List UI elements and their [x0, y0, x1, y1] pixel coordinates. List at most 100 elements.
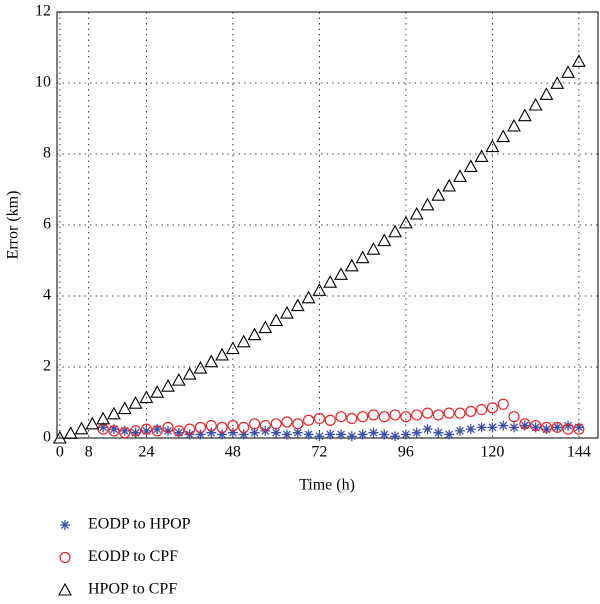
data-point [442, 178, 457, 192]
data-point [171, 372, 186, 386]
data-point [238, 421, 250, 433]
data-point [227, 427, 238, 438]
data-point [151, 425, 163, 437]
data-point [74, 421, 89, 435]
data-point [150, 385, 165, 398]
data-point [507, 118, 521, 132]
data-point [357, 429, 368, 440]
data-point [431, 188, 446, 201]
data-point [314, 431, 325, 442]
data-point [420, 197, 435, 211]
data-point [422, 424, 433, 435]
data-point [357, 411, 369, 423]
x-tick-label: 8 [85, 444, 93, 461]
legend-marker [60, 520, 70, 530]
data-point [530, 419, 542, 432]
x-tick-label: 24 [138, 444, 154, 461]
data-point [453, 169, 467, 182]
data-point [443, 407, 455, 419]
data-point [573, 423, 585, 435]
data-point [346, 412, 358, 425]
data-point [173, 425, 185, 437]
data-point [539, 87, 554, 100]
data-point [563, 420, 574, 431]
data-point [519, 420, 530, 431]
data-point [119, 425, 130, 436]
data-point [561, 65, 576, 78]
data-point [346, 431, 357, 442]
data-point [498, 420, 509, 431]
data-point [96, 411, 111, 425]
x-tick-label: 120 [480, 444, 504, 461]
data-point [323, 275, 338, 288]
x-tick-label: 0 [56, 444, 64, 461]
data-point [540, 421, 553, 433]
data-point [368, 427, 379, 438]
data-point [517, 108, 532, 122]
data-point [216, 421, 228, 433]
data-point [225, 341, 240, 355]
data-point [421, 407, 434, 419]
data-point [367, 409, 380, 421]
data-point [247, 327, 262, 341]
data-point [313, 412, 325, 425]
data-point [496, 129, 511, 143]
data-point [509, 422, 520, 433]
data-point [508, 411, 520, 423]
data-point [98, 422, 109, 433]
data-point [281, 416, 293, 428]
data-point [303, 429, 314, 440]
data-point [379, 429, 390, 440]
data-point [463, 159, 478, 172]
legend-marker [58, 582, 72, 596]
x-tick-label: 48 [225, 444, 241, 461]
data-point [236, 334, 251, 348]
data-point [140, 423, 152, 435]
data-point [139, 390, 154, 404]
x-axis-label: Time (h) [299, 477, 355, 494]
data-point [474, 149, 489, 163]
data-point [465, 424, 476, 435]
data-point [486, 402, 498, 414]
data-point [205, 419, 217, 432]
data-point [573, 422, 584, 433]
data-point [487, 422, 498, 433]
data-point [63, 426, 78, 439]
data-point [325, 429, 336, 440]
data-point [259, 419, 271, 432]
data-point [355, 250, 370, 264]
data-point [281, 429, 292, 440]
data-point [541, 424, 552, 435]
data-point [552, 422, 563, 433]
data-point [141, 425, 152, 436]
data-point [119, 427, 131, 439]
data-point [432, 409, 444, 421]
data-point [433, 427, 444, 438]
data-point [195, 429, 206, 440]
x-tick-label: 72 [311, 444, 327, 461]
x-tick-label: 96 [398, 444, 414, 461]
data-point [163, 425, 174, 436]
data-point [162, 421, 174, 433]
data-point [184, 423, 196, 435]
data-point [130, 427, 141, 438]
data-point [377, 233, 392, 247]
data-point [194, 421, 207, 433]
data-point [107, 406, 121, 420]
data-point [249, 427, 260, 438]
data-point [409, 206, 424, 220]
data-point [108, 424, 119, 435]
data-point [248, 418, 261, 430]
data-point [400, 411, 412, 423]
data-point [475, 404, 488, 416]
data-point [324, 414, 336, 426]
legend-label: EODP to HPOP [88, 516, 191, 533]
data-point [85, 416, 100, 430]
data-point [334, 267, 348, 280]
y-tick-label: 0 [43, 429, 51, 446]
legend-marker [59, 551, 71, 564]
data-point [551, 421, 563, 433]
data-point [444, 429, 455, 440]
data-point [302, 414, 315, 426]
data-point [269, 313, 284, 327]
